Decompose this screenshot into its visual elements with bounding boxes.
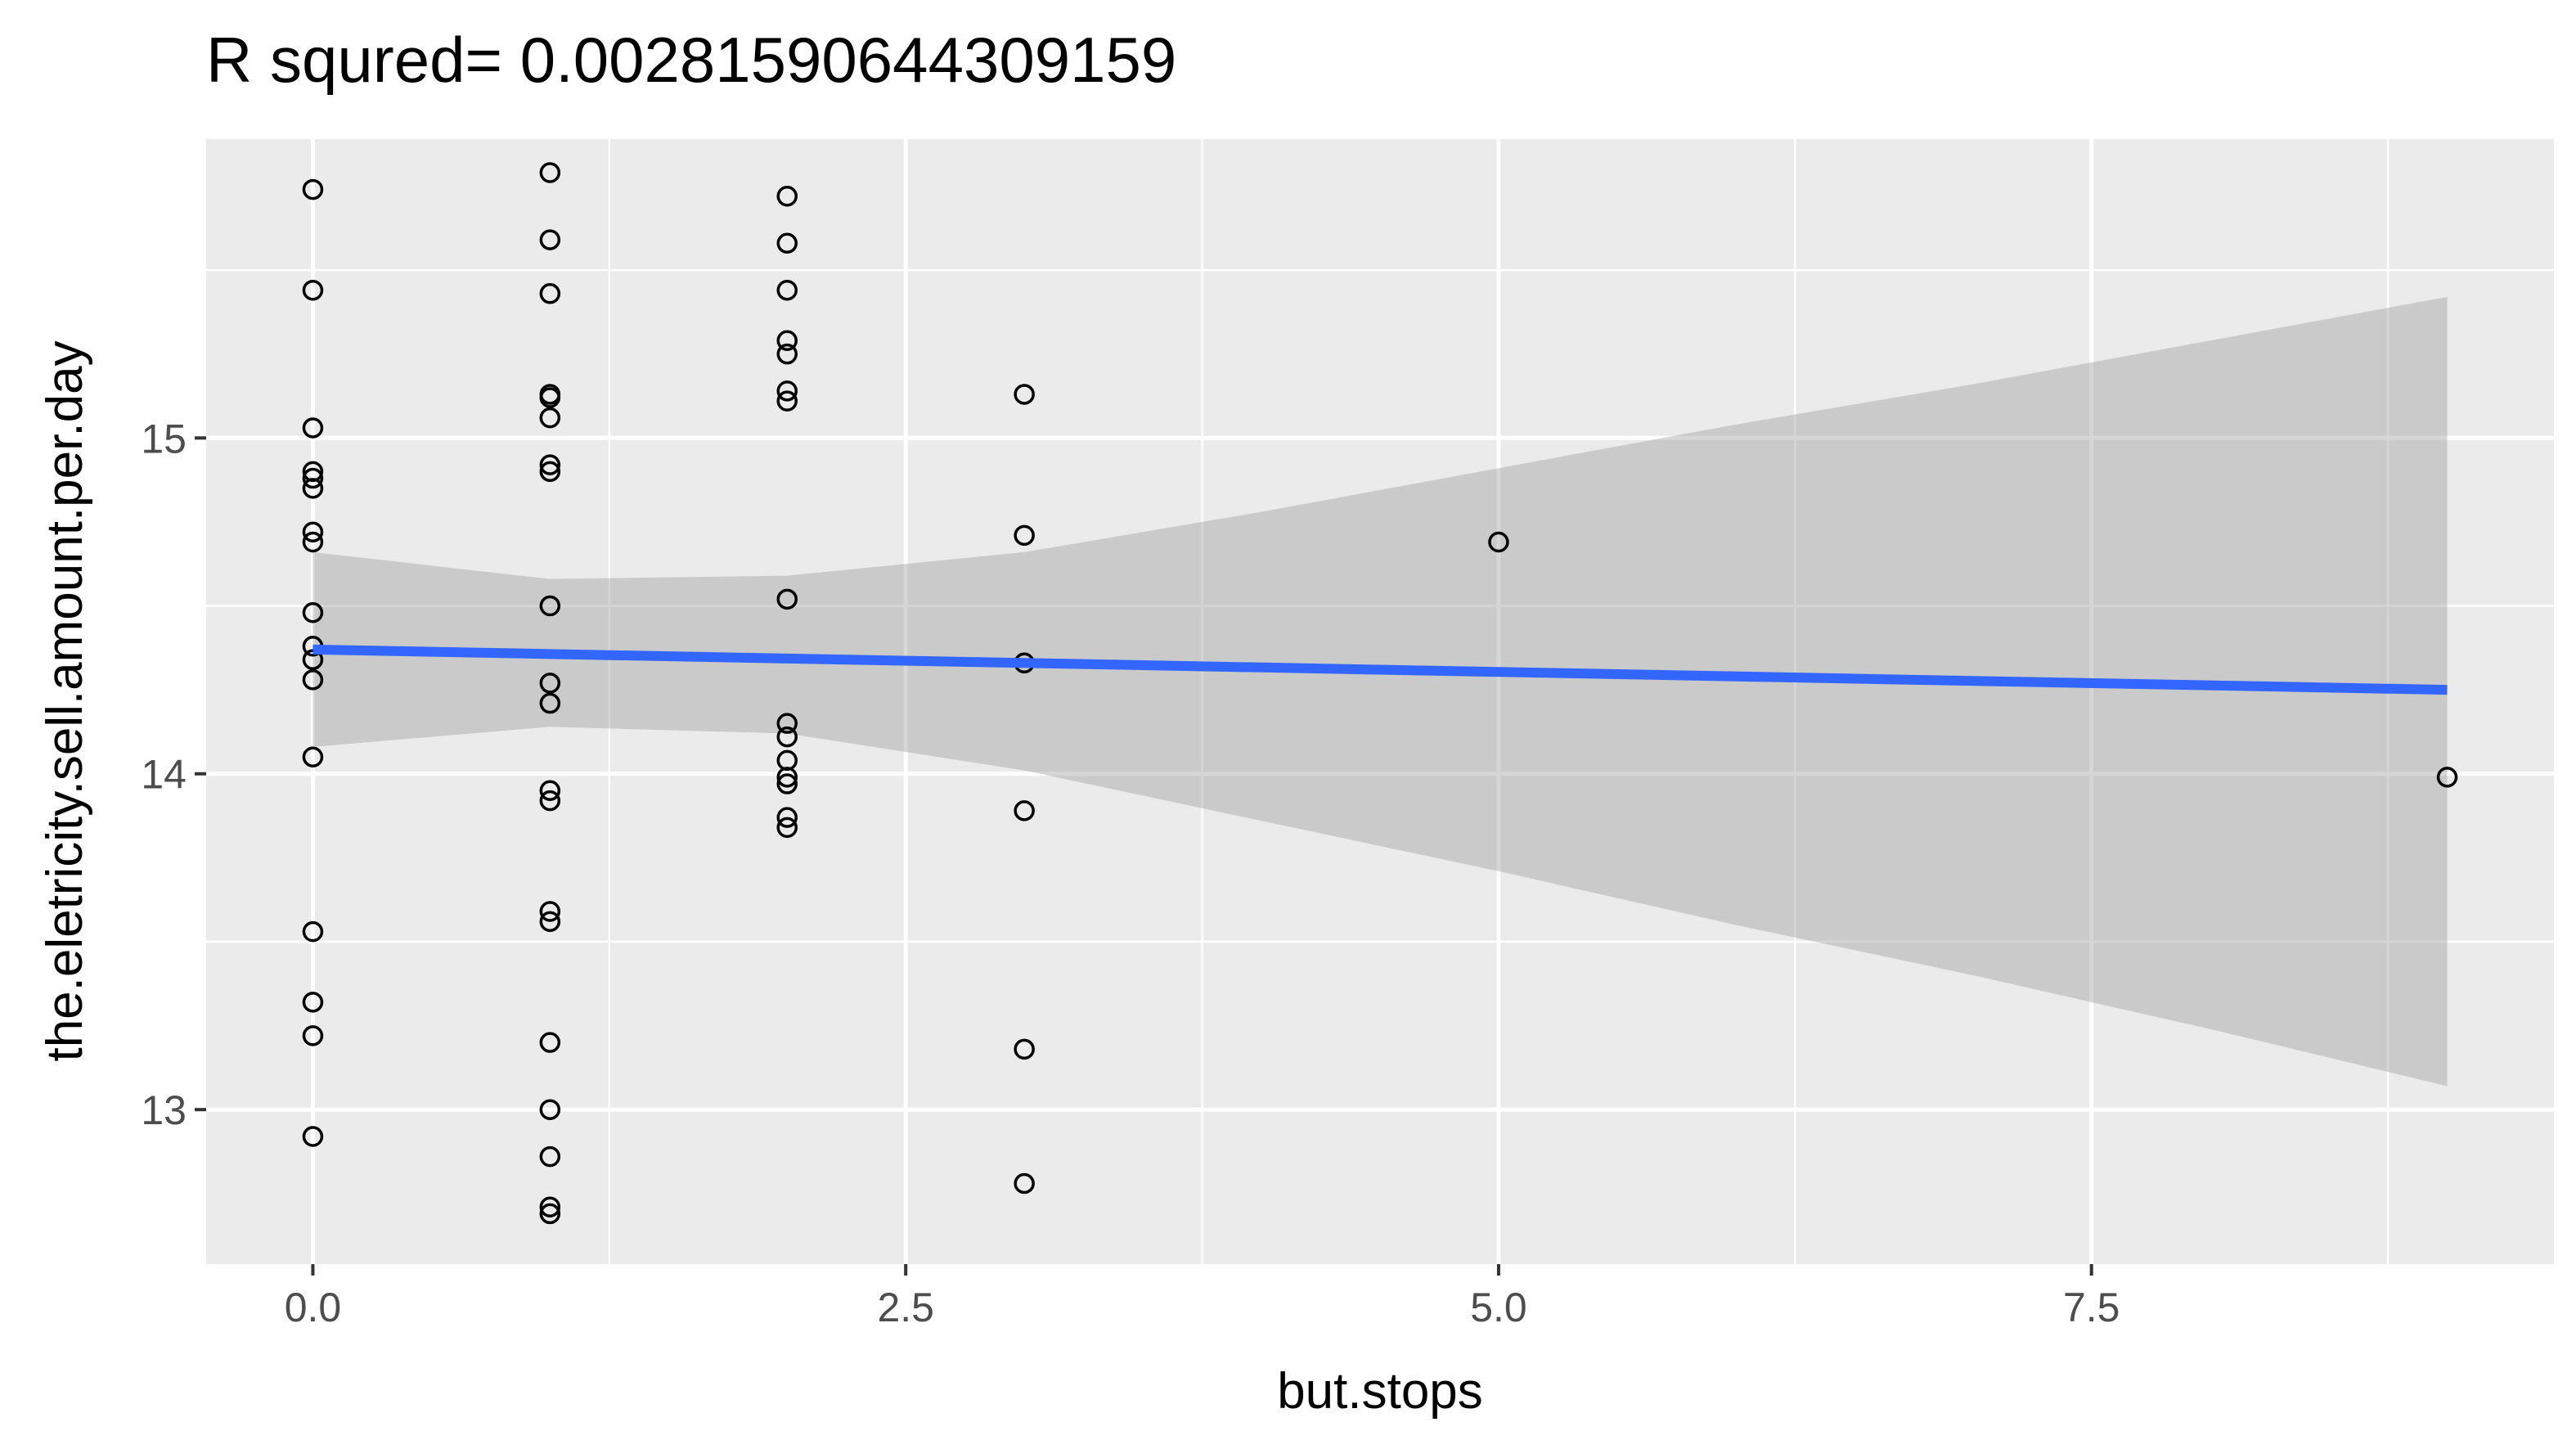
data-point: [539, 454, 561, 475]
data-point: [539, 387, 561, 408]
y-tick-label: 13: [141, 1087, 187, 1133]
data-points: [302, 162, 2458, 1225]
data-point: [539, 1099, 561, 1120]
data-point: [539, 1196, 561, 1217]
x-axis-ticks: 0.0 2.5 5.0 7.5: [285, 1264, 2120, 1330]
data-point: [776, 380, 798, 402]
data-point: [302, 467, 324, 489]
data-point: [539, 283, 561, 304]
data-point: [1488, 531, 1509, 553]
data-point: [302, 178, 324, 200]
x-tick-label: 0.0: [285, 1285, 342, 1330]
data-point: [776, 588, 798, 610]
y-tick-label: 14: [141, 752, 187, 798]
data-point: [302, 746, 324, 767]
data-point: [539, 1203, 561, 1225]
data-point: [539, 901, 561, 922]
data-point: [776, 773, 798, 794]
data-point: [2436, 767, 2458, 788]
data-point: [1014, 800, 1035, 821]
data-point: [539, 780, 561, 802]
y-tick-label: 15: [141, 416, 187, 461]
y-axis-title: the.eletricity.sell.amount.per.day: [37, 340, 93, 1061]
x-axis-title: but.stops: [1277, 1363, 1483, 1420]
data-point: [302, 531, 324, 553]
data-point: [302, 478, 324, 499]
plot-panel: [206, 139, 2554, 1264]
data-point: [302, 1126, 324, 1147]
data-point: [302, 1025, 324, 1046]
confidence-band: [312, 296, 2448, 1087]
data-point: [1014, 1172, 1035, 1195]
data-point: [1014, 524, 1035, 547]
data-point: [539, 673, 561, 694]
data-point: [539, 911, 561, 933]
data-point: [302, 920, 324, 943]
data-point: [776, 330, 798, 352]
data-point: [539, 162, 561, 183]
data-point: [1014, 384, 1035, 405]
data-point: [776, 817, 798, 839]
data-point: [776, 726, 798, 748]
data-point: [539, 1145, 561, 1168]
grid-minor: [206, 139, 2554, 1264]
data-point: [302, 992, 324, 1013]
data-point: [776, 390, 798, 412]
data-point: [539, 692, 561, 714]
y-axis-ticks: 13 14 15: [141, 416, 206, 1133]
data-point: [776, 713, 798, 734]
data-point: [776, 807, 798, 828]
data-point: [302, 601, 324, 623]
data-point: [539, 407, 561, 429]
data-point: [539, 229, 561, 250]
data-point: [776, 767, 798, 788]
data-point: [302, 521, 324, 542]
regression-line: [312, 644, 2448, 695]
grid-major: [206, 139, 2554, 1264]
data-point: [539, 790, 561, 812]
data-point: [1014, 1038, 1035, 1060]
x-tick-label: 7.5: [2063, 1285, 2120, 1330]
data-point: [776, 232, 798, 254]
x-tick-label: 2.5: [877, 1285, 934, 1330]
data-point: [302, 417, 324, 439]
data-point: [539, 595, 561, 617]
data-point: [302, 279, 324, 301]
data-point: [539, 1032, 561, 1053]
chart-title: R squred= 0.00281590644309159: [206, 24, 1176, 96]
data-point: [776, 279, 798, 301]
data-point: [302, 669, 324, 691]
data-point: [776, 343, 798, 365]
data-point: [776, 186, 798, 207]
data-point: [539, 461, 561, 483]
x-tick-label: 5.0: [1470, 1285, 1527, 1330]
